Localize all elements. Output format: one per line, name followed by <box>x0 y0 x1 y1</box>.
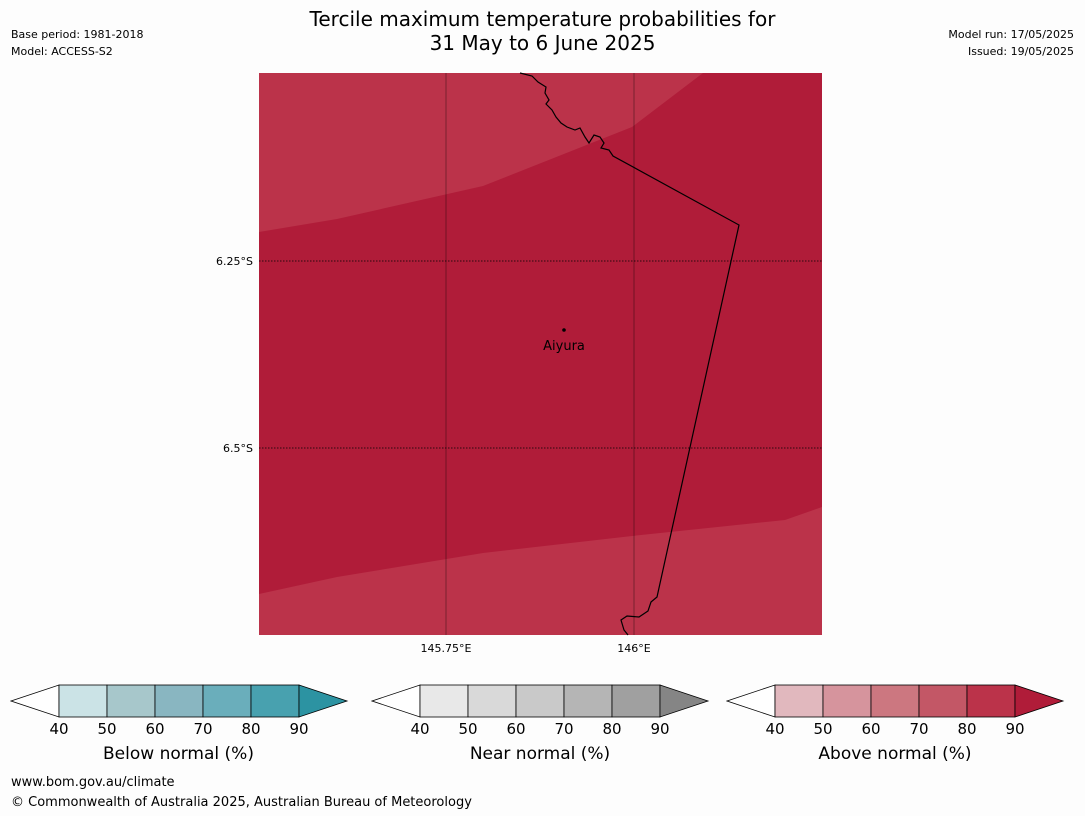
colorbar-segment <box>611 684 661 718</box>
colorbar-tick-label: 60 <box>861 720 880 734</box>
colorbar-segment <box>419 684 469 718</box>
colorbar-tick-label: 60 <box>506 720 525 734</box>
colorbar-tick-label: 40 <box>410 720 429 734</box>
colorbar-lower-extension <box>726 684 776 718</box>
colorbar-tick-label: 80 <box>957 720 976 734</box>
lat-label-6-25: 6.25°S <box>216 255 253 268</box>
aiyura-marker <box>562 328 566 332</box>
below-normal-label: Below normal (%) <box>103 744 254 764</box>
colorbar-segment <box>58 684 108 718</box>
above-normal-colorbar: 40 50 60 70 80 90 <box>726 684 1065 734</box>
colorbar-tick-label: 70 <box>909 720 928 734</box>
colorbar-tick-label: 50 <box>813 720 832 734</box>
colorbar-upper-extension <box>659 684 710 718</box>
near-normal-label: Near normal (%) <box>469 744 611 764</box>
colorbar-tick-label: 60 <box>145 720 164 734</box>
colorbar-upper-extension <box>298 684 349 718</box>
colorbar-lower-extension <box>10 684 60 718</box>
colorbar-segment <box>106 684 156 718</box>
base-period: Base period: 1981-2018 <box>11 28 144 41</box>
metadata-left: Base period: 1981-2018 Model: ACCESS-S2 <box>11 26 143 60</box>
colorbar-segment <box>154 684 204 718</box>
colorbar-segment <box>250 684 300 718</box>
metadata-right: Model run: 17/05/2025 Issued: 19/05/2025 <box>948 26 1074 60</box>
lon-label-146: 146°E <box>617 642 650 655</box>
colorbar-tick-label: 80 <box>241 720 260 734</box>
title-line-1: Tercile maximum temperature probabilitie… <box>309 7 776 31</box>
colorbar-tick-label: 70 <box>193 720 212 734</box>
lon-label-145-75: 145.75°E <box>421 642 472 655</box>
colorbar-segment <box>918 684 968 718</box>
colorbar-segment <box>774 684 824 718</box>
below-normal-colorbar: 40 50 60 70 80 90 <box>10 684 349 734</box>
above-normal-70-80-south <box>259 507 822 635</box>
near-normal-colorbar: 40 50 60 70 80 90 <box>371 684 710 734</box>
colorbar-tick-label: 40 <box>49 720 68 734</box>
colorbar-tick-label: 90 <box>650 720 669 734</box>
colorbar-segment <box>202 684 252 718</box>
aiyura-label: Aiyura <box>543 339 585 354</box>
model-name: Model: ACCESS-S2 <box>11 45 113 58</box>
colorbar-tick-label: 90 <box>1005 720 1024 734</box>
colorbar-lower-extension <box>371 684 421 718</box>
colorbar-tick-label: 50 <box>458 720 477 734</box>
colorbar-segment <box>515 684 565 718</box>
colorbar-segment <box>966 684 1016 718</box>
footer-url[interactable]: www.bom.gov.au/climate <box>11 775 175 790</box>
issued-date: Issued: 19/05/2025 <box>967 45 1074 58</box>
colorbar-tick-label: 70 <box>554 720 573 734</box>
model-run: Model run: 17/05/2025 <box>948 28 1074 41</box>
footer-copyright: © Commonwealth of Australia 2025, Austra… <box>11 795 472 810</box>
colorbar-segment <box>822 684 872 718</box>
map-title: Tercile maximum temperature probabilitie… <box>0 7 1085 55</box>
lat-label-6-5: 6.5°S <box>223 442 253 455</box>
title-line-2: 31 May to 6 June 2025 <box>429 31 656 55</box>
colorbar-upper-extension <box>1014 684 1065 718</box>
colorbar-tick-label: 80 <box>602 720 621 734</box>
colorbar-segment <box>467 684 517 718</box>
colorbar-tick-label: 40 <box>765 720 784 734</box>
above-normal-label: Above normal (%) <box>818 744 972 764</box>
colorbar-tick-label: 50 <box>97 720 116 734</box>
colorbar-segment <box>563 684 613 718</box>
province-boundary <box>519 72 740 636</box>
above-normal-70-80-north <box>259 73 703 232</box>
colorbar-segment <box>870 684 920 718</box>
colorbar-tick-label: 90 <box>289 720 308 734</box>
